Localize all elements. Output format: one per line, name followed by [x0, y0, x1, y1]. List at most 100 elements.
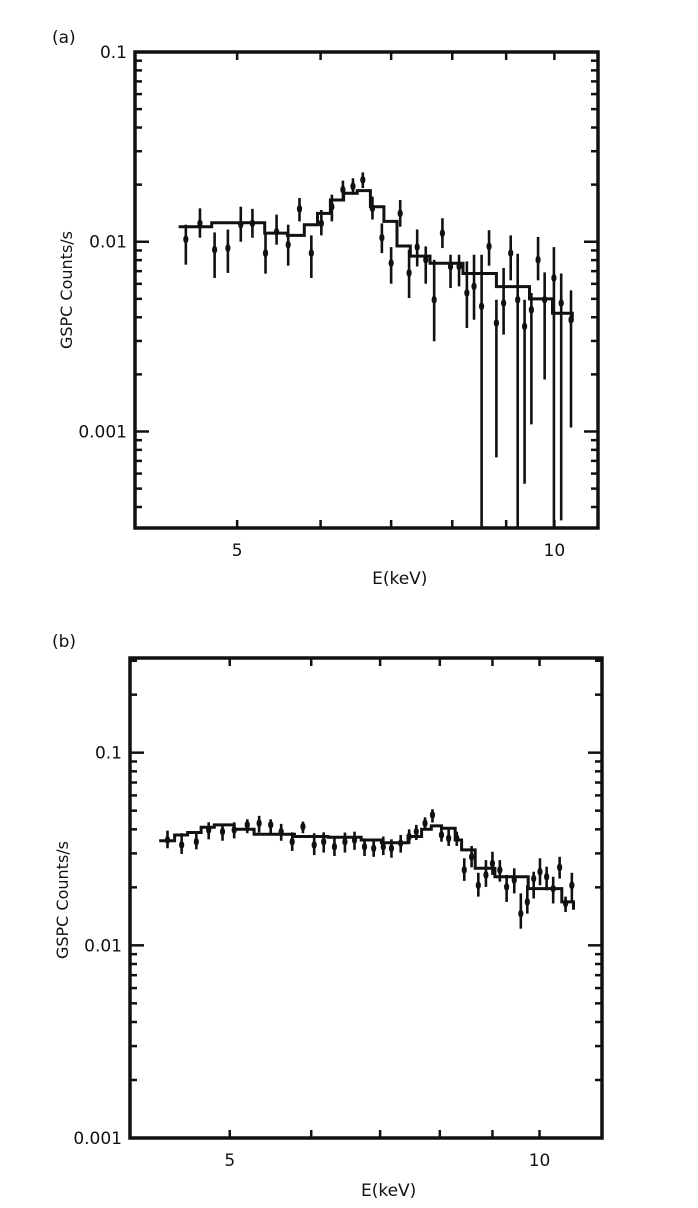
data-point	[431, 295, 437, 304]
x-axis-label: E(keV)	[361, 1181, 416, 1201]
data-point	[380, 842, 386, 851]
data-point	[557, 863, 563, 872]
data-point	[329, 202, 335, 211]
panel-label: (b)	[52, 632, 76, 652]
data-point	[471, 282, 477, 291]
y-tick-label: 0.1	[95, 744, 122, 764]
data-point	[423, 255, 429, 264]
data-point	[497, 866, 503, 875]
data-point	[504, 882, 510, 891]
y-tick-label: 0.001	[73, 1129, 122, 1149]
data-point	[361, 842, 368, 851]
data-point	[475, 881, 481, 890]
data-point	[238, 220, 244, 229]
data-point	[285, 240, 291, 249]
data-point	[268, 820, 274, 829]
data-point	[388, 844, 395, 853]
data-point	[262, 249, 269, 258]
data-point	[501, 299, 507, 308]
y-axis-label: GSPC Counts/s	[57, 231, 76, 349]
data-point	[569, 881, 575, 890]
data-point	[360, 175, 366, 184]
data-point	[551, 274, 557, 283]
data-point	[413, 827, 419, 836]
data-point	[321, 837, 327, 846]
data-point	[164, 836, 171, 845]
data-point	[515, 295, 521, 304]
data-point	[193, 837, 199, 846]
data-point	[249, 219, 256, 228]
model-line	[178, 189, 574, 322]
data-point	[550, 884, 556, 893]
data-point	[454, 834, 460, 843]
data-point	[558, 299, 564, 308]
chart-panel-a: 0.1 0.01 0.001 5 10 (a) E(keV) GSPC Counts/s	[52, 28, 600, 589]
data-point	[183, 235, 189, 244]
data-point	[311, 840, 317, 849]
data-point	[535, 255, 541, 264]
chart-panel-b: 0.1 0.01 0.001 5 10 (b) E(keV) GSPC Counts/s	[52, 632, 604, 1201]
x-tick-label: 10	[529, 1151, 551, 1171]
data-point	[300, 822, 306, 831]
data-point	[511, 876, 517, 885]
data-point	[562, 899, 569, 908]
data-point	[379, 233, 385, 242]
data-point	[414, 243, 420, 252]
data-point	[508, 249, 514, 258]
x-tick-label: 5	[232, 541, 243, 561]
y-tick-label: 0.01	[89, 233, 127, 253]
y-tick-label: 0.001	[78, 422, 127, 442]
data-point	[406, 268, 412, 277]
data-point	[518, 909, 524, 918]
data-point	[244, 820, 250, 829]
plot-frame	[133, 50, 600, 530]
data-point	[479, 302, 485, 311]
plot-frame	[128, 656, 604, 1140]
data-point	[486, 242, 492, 251]
x-tick-label: 10	[544, 541, 566, 561]
data-point	[225, 244, 231, 253]
data-point	[278, 827, 284, 836]
data-point	[464, 288, 470, 297]
data-point	[219, 827, 226, 836]
data-point	[273, 227, 280, 236]
data-point	[351, 836, 358, 845]
data-point	[528, 305, 534, 314]
data-point	[406, 832, 412, 841]
data-point	[531, 874, 537, 883]
data-point	[369, 204, 376, 213]
y-tick-label: 0.1	[100, 43, 127, 63]
y-axis-label: GSPC Counts/s	[53, 841, 72, 959]
data-point	[296, 204, 303, 213]
data-point	[206, 825, 212, 834]
data-point	[446, 834, 452, 843]
panel-label: (a)	[52, 28, 76, 48]
data-point	[212, 245, 218, 254]
data-point	[429, 810, 436, 819]
data-point	[308, 249, 314, 258]
data-point	[438, 830, 445, 839]
data-point	[289, 837, 295, 846]
data-point	[521, 322, 528, 331]
data-point	[331, 842, 338, 851]
data-point	[489, 859, 496, 868]
data-point	[544, 872, 550, 881]
data-point	[447, 262, 454, 271]
x-tick-label: 5	[224, 1151, 235, 1171]
data-point	[397, 209, 403, 218]
data-point	[371, 844, 377, 853]
data-point	[524, 897, 530, 906]
data-point	[231, 825, 237, 834]
data-point	[439, 229, 446, 238]
data-point	[537, 867, 543, 876]
data-point	[483, 870, 489, 879]
data-point	[568, 315, 574, 324]
data-point	[542, 295, 548, 304]
data-point	[318, 219, 324, 228]
data-point	[469, 852, 475, 861]
data-point	[422, 819, 428, 828]
data-point	[388, 259, 394, 268]
data-point	[398, 839, 404, 848]
data-point	[342, 837, 348, 846]
